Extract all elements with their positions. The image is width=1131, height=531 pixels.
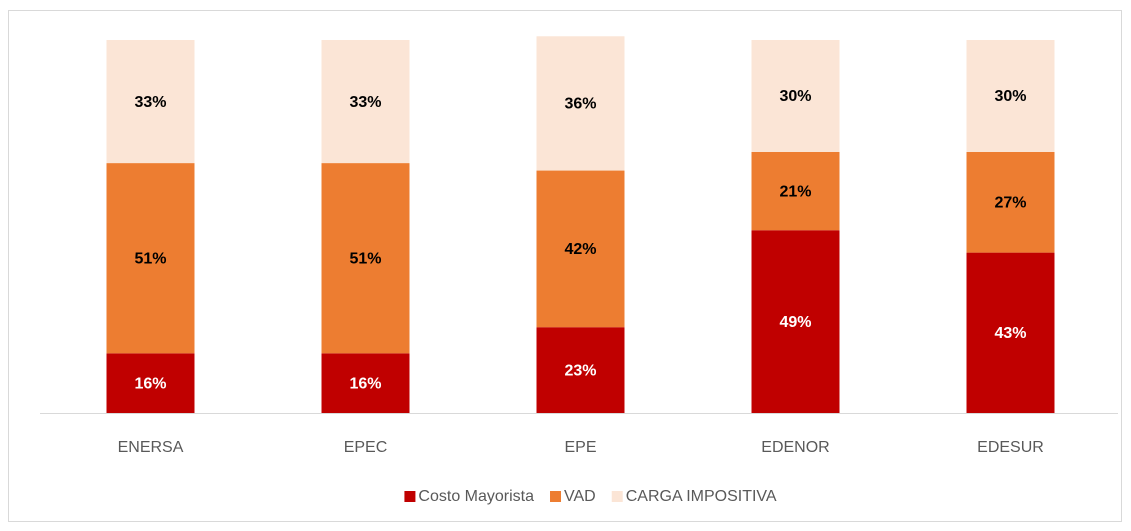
bar-segment (751, 40, 840, 152)
x-tick-label: EPEC (344, 439, 388, 456)
bar-segment (106, 163, 195, 354)
data-label: 21% (779, 183, 811, 200)
data-label: 33% (134, 94, 166, 111)
bar-segment (966, 252, 1055, 413)
data-label: 51% (134, 250, 166, 267)
bar-segment (321, 353, 410, 413)
data-label: 30% (779, 88, 811, 105)
data-label: 43% (994, 325, 1026, 342)
x-tick-label: EDENOR (761, 439, 829, 456)
data-label: 16% (349, 375, 381, 392)
bar-segment (321, 40, 410, 164)
legend-label: VAD (564, 488, 596, 505)
legend-label: CARGA IMPOSITIVA (626, 488, 777, 505)
legend-label: Costo Mayorista (418, 488, 534, 505)
data-label: 42% (564, 241, 596, 258)
data-label: 36% (564, 96, 596, 113)
legend-marker (550, 491, 562, 502)
data-label: 23% (564, 362, 596, 379)
data-label: 16% (134, 375, 166, 392)
x-tick-label: EPE (564, 439, 596, 456)
data-label: 33% (349, 94, 381, 111)
bar-segment (751, 230, 840, 413)
x-tick-label: EDESUR (977, 439, 1044, 456)
data-label: 27% (994, 194, 1026, 211)
bar-segment (106, 353, 195, 413)
x-tick-label: ENERSA (118, 439, 184, 456)
bar-segment (966, 151, 1055, 253)
data-label: 49% (779, 314, 811, 331)
bar-segment (536, 170, 625, 328)
bar-segment (106, 40, 195, 164)
data-label: 51% (349, 250, 381, 267)
legend-marker (404, 491, 416, 502)
bar-segment (321, 163, 410, 354)
bar-segment (536, 327, 625, 413)
bar-segment (536, 36, 625, 171)
bar-segment (966, 40, 1055, 152)
legend-marker (611, 491, 623, 502)
bar-segment (751, 151, 840, 231)
data-label: 30% (994, 88, 1026, 105)
